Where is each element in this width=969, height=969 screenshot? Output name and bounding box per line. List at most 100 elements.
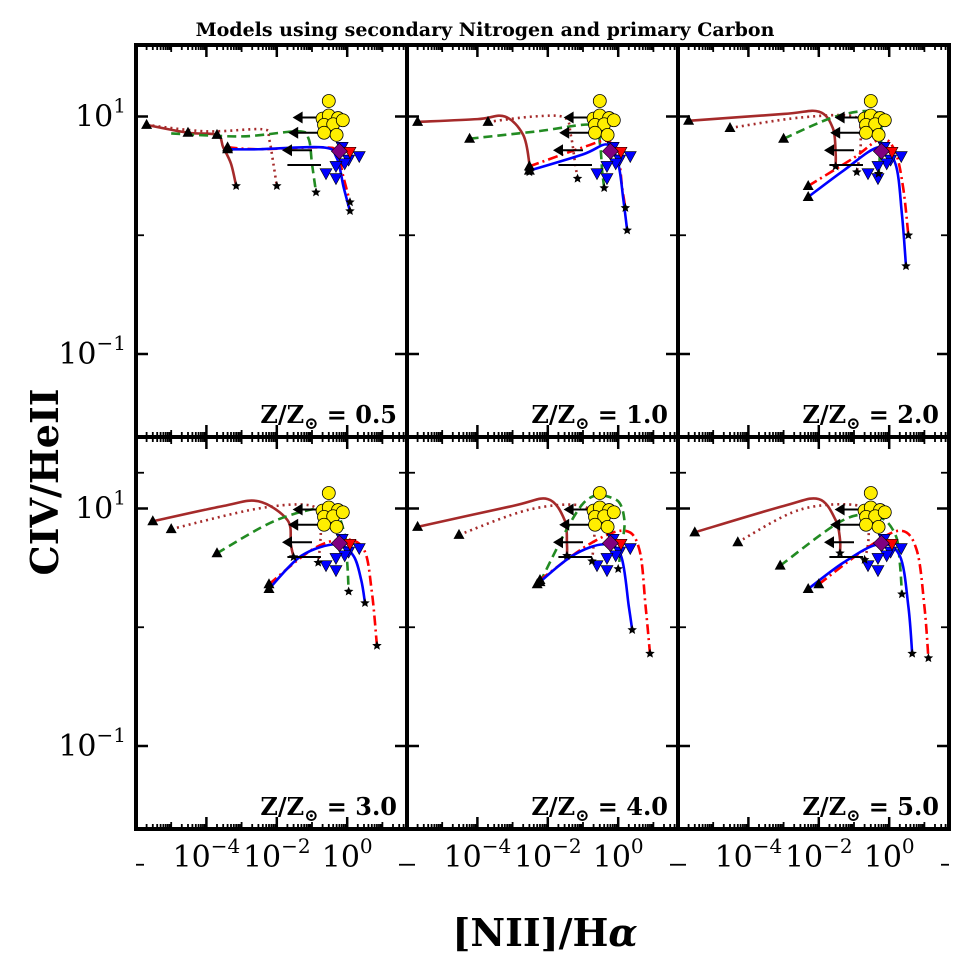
start-marker xyxy=(263,582,275,593)
observation-circle xyxy=(877,505,892,520)
observation-circle xyxy=(588,517,602,532)
observation-circle xyxy=(329,127,344,142)
series-brown-solid xyxy=(146,123,238,187)
end-marker xyxy=(830,161,841,171)
upper-limit-arrow xyxy=(292,503,303,516)
end-marker xyxy=(852,167,862,177)
observation-triangle-red xyxy=(885,146,899,159)
observation-triangle xyxy=(600,553,614,566)
observation-circle xyxy=(321,486,336,500)
upper-limit-arrow xyxy=(292,111,303,124)
panel-5: Z/Z⊙ = 4.0 10−4 10−2 100 xyxy=(405,435,680,875)
start-marker xyxy=(683,114,695,125)
observation-triangle xyxy=(623,151,637,164)
observation-circle xyxy=(606,505,621,520)
upper-limit-arrow xyxy=(552,144,563,157)
end-marker xyxy=(645,648,655,658)
observation-triangle xyxy=(894,151,908,164)
x-tick-label: 100 xyxy=(322,834,373,875)
end-marker xyxy=(873,168,884,178)
series-green-dashed xyxy=(538,493,626,583)
start-marker xyxy=(482,115,494,126)
observation-triangle xyxy=(352,151,366,164)
observation-circle xyxy=(859,125,873,140)
observation-circle xyxy=(600,127,615,142)
start-marker xyxy=(689,526,701,537)
observation-circle xyxy=(588,125,602,140)
end-marker xyxy=(572,173,583,183)
series-blue-solid xyxy=(807,542,914,654)
observation-circle xyxy=(859,517,873,532)
series-brown-solid xyxy=(417,497,569,556)
metallicity-label: Z/Z⊙ = 4.0 xyxy=(531,792,668,826)
start-marker xyxy=(141,118,153,129)
x-tick-label: 10−2 xyxy=(514,834,582,875)
end-marker xyxy=(835,548,845,558)
upper-limit-arrow xyxy=(288,518,299,531)
observation-triangle xyxy=(600,173,614,186)
start-marker xyxy=(211,547,223,558)
observation-triangle xyxy=(329,565,343,578)
observation-triangle xyxy=(329,553,343,566)
observation-triangle xyxy=(871,565,885,578)
observation-triangle xyxy=(623,543,637,556)
upper-limit-arrow xyxy=(834,111,845,124)
start-marker xyxy=(778,132,790,143)
observation-diamond xyxy=(330,534,348,552)
y-tick-label: 101 xyxy=(75,93,126,134)
observation-circle xyxy=(871,127,886,142)
observation-diamond xyxy=(872,534,890,552)
end-marker xyxy=(901,261,911,271)
observation-circle xyxy=(329,519,344,534)
plot-area xyxy=(412,94,637,235)
x-tick-label: 10−4 xyxy=(173,834,241,875)
start-marker xyxy=(211,128,223,139)
end-marker xyxy=(311,187,321,197)
observation-circle xyxy=(877,113,892,128)
panel-2: Z/Z⊙ = 1.0 xyxy=(405,43,680,474)
series-red-dashdot xyxy=(818,529,930,659)
panel-6: Z/Z⊙ = 5.0 10−4 10−2 100 xyxy=(676,435,951,875)
y-tick-label: 10−1 xyxy=(58,723,126,764)
series-green-dashed xyxy=(779,513,904,595)
series-red-dashdot xyxy=(539,529,652,654)
panel-frame xyxy=(405,43,680,439)
upper-limit-arrow xyxy=(563,111,574,124)
y-tick-label: 10−1 xyxy=(58,331,126,372)
observation-diamond xyxy=(601,142,619,160)
end-marker xyxy=(620,202,631,212)
start-marker xyxy=(464,132,476,143)
observation-triangle xyxy=(600,565,614,578)
observation-diamond xyxy=(601,534,619,552)
upper-limit-arrow xyxy=(281,536,292,549)
start-marker xyxy=(182,126,194,137)
observation-circle xyxy=(600,519,615,534)
x-tick-label: 10−4 xyxy=(444,834,512,875)
series-brown-dotted xyxy=(737,502,871,561)
end-marker xyxy=(859,554,870,564)
end-marker xyxy=(345,206,355,216)
start-marker xyxy=(802,179,814,190)
observation-triangle-red xyxy=(614,146,628,159)
upper-limit-arrow xyxy=(559,126,570,139)
upper-limit-arrow xyxy=(830,126,841,139)
x-tick-label: 100 xyxy=(864,834,915,875)
upper-limit-arrow xyxy=(559,518,570,531)
observation-circle xyxy=(317,125,331,140)
observation-circle xyxy=(592,94,607,108)
series-red-dashdot xyxy=(807,137,910,236)
observation-diamond xyxy=(872,142,890,160)
observation-triangle xyxy=(329,173,343,186)
observation-circle xyxy=(335,505,350,520)
panel-frame xyxy=(676,435,951,831)
x-tick-label: 10−2 xyxy=(243,834,311,875)
start-marker xyxy=(531,578,543,589)
series-blue-solid xyxy=(227,145,352,212)
series-brown-solid xyxy=(417,114,532,173)
observation-triangle xyxy=(871,553,885,566)
start-marker xyxy=(412,520,424,531)
plot-area xyxy=(412,486,655,658)
plot-area xyxy=(147,486,382,650)
